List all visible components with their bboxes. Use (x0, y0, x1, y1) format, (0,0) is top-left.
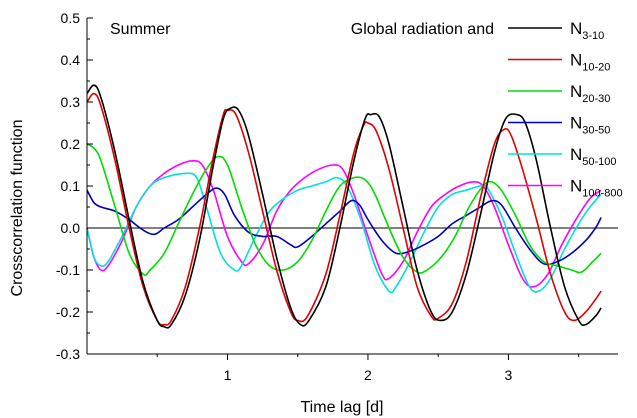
legend-label-20-30: N20-30 (570, 82, 610, 105)
y-tick-label: 0.4 (61, 52, 81, 68)
legend-label-10-20: N10-20 (570, 51, 610, 74)
x-tick-label: 2 (364, 367, 372, 383)
legend-label-subscript: 50-100 (582, 156, 616, 168)
x-ticks: 1 2 3 (156, 354, 580, 383)
y-tick-label: 0.5 (61, 10, 81, 26)
y-tick-label: -0.1 (56, 262, 80, 278)
y-tick-label: 0.0 (61, 220, 81, 236)
x-tick-label: 3 (505, 367, 513, 383)
legend-label-3-10: N3-10 (570, 19, 604, 42)
plot-area: 1 2 3 -0.3 -0.2 -0.1 0.0 0.1 0.2 0.3 0.4 0.5 (56, 10, 618, 383)
legend-label-subscript: 3-10 (582, 30, 604, 42)
series-line-3-10 (86, 84, 602, 329)
y-ticks: -0.3 -0.2 -0.1 0.0 0.1 0.2 0.3 0.4 0.5 (56, 10, 93, 362)
y-tick-label: -0.2 (56, 304, 80, 320)
y-tick-label: 0.2 (61, 136, 81, 152)
series-line-30-50 (86, 187, 602, 266)
y-axis-title: Crosscorrelation function (9, 120, 26, 297)
y-tick-label: -0.3 (56, 346, 80, 362)
legend-label-subscript: 20-30 (582, 93, 610, 105)
legend-label-100-800: N100-800 (570, 177, 623, 200)
x-tick-label: 1 (224, 367, 232, 383)
legend-label-subscript: 100-800 (582, 188, 622, 200)
legend-label-50-100: N50-100 (570, 145, 617, 168)
y-tick-label: 0.3 (61, 94, 81, 110)
series-line-50-100 (86, 172, 602, 294)
legend-label-subscript: 10-20 (582, 62, 610, 74)
legend-label-subscript: 30-50 (582, 125, 610, 137)
y-tick-label: 0.1 (61, 178, 81, 194)
legend-heading: Global radiation and (351, 21, 494, 38)
series-line-100-800 (86, 159, 602, 288)
season-annotation: Summer (110, 21, 171, 38)
legend: N3-10 N10-20 N20-30 N30-50 N50-100 N100-800 (508, 19, 623, 200)
series-layer (86, 84, 602, 329)
legend-label-30-50: N30-50 (570, 114, 610, 137)
series-line-10-20 (86, 92, 602, 326)
x-axis-title: Time lag [d] (301, 399, 384, 416)
